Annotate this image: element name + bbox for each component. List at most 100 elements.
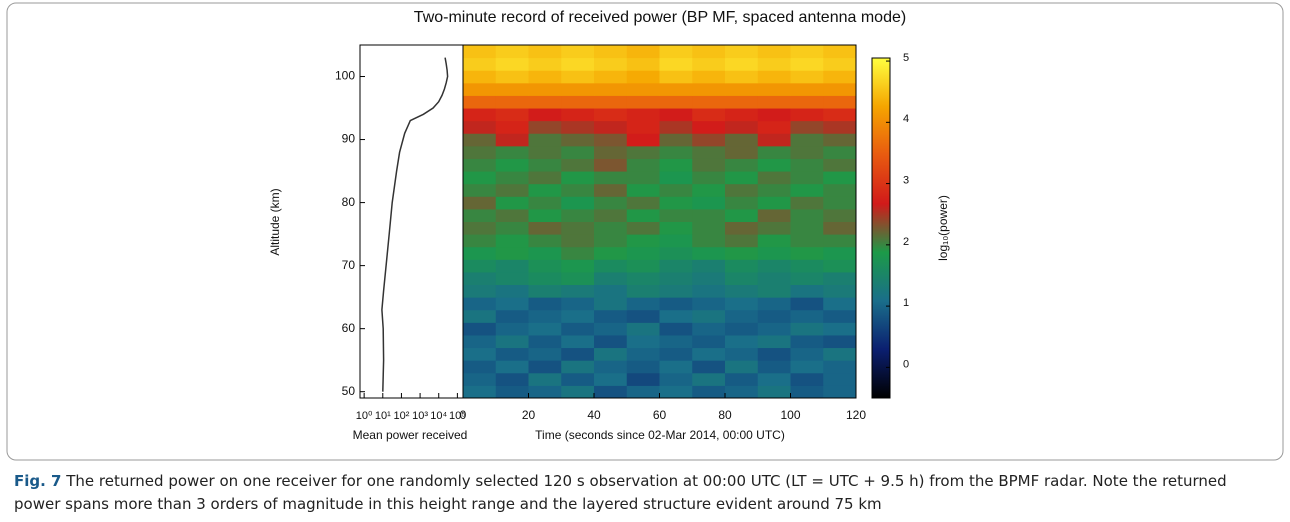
heatmap-cell [725, 120, 759, 134]
x-axis-label: Time (seconds since 02-Mar 2014, 00:00 U… [535, 428, 785, 442]
heatmap-cell [528, 183, 562, 197]
heatmap-cell [561, 284, 595, 298]
heatmap-cell [790, 372, 824, 386]
heatmap-cell [790, 385, 824, 399]
heatmap-cell [528, 196, 562, 210]
heatmap-cell [463, 334, 497, 349]
colorbar-tick-label: 5 [903, 52, 909, 64]
caption: Fig. 7 The returned power on one receive… [14, 470, 1244, 516]
heatmap-cell [659, 360, 693, 374]
heatmap-cell [659, 284, 693, 298]
heatmap-cell [790, 360, 824, 374]
heatmap-cell [692, 70, 726, 84]
caption-text: The returned power on one receiver for o… [14, 472, 1227, 513]
heatmap-cell [692, 171, 726, 185]
heatmap-cell [659, 334, 693, 349]
heatmap-cell [692, 82, 726, 96]
heatmap-cell [790, 309, 824, 323]
heatmap-cell [790, 158, 824, 172]
heatmap-cell [495, 297, 529, 311]
heatmap-cell [463, 360, 497, 374]
heatmap-cell [725, 334, 759, 349]
heatmap-cell [692, 347, 726, 361]
heatmap-cell [594, 120, 628, 134]
x-tick-label: 10⁰ [356, 410, 373, 422]
heatmap-cell [659, 145, 693, 159]
heatmap-cell [594, 322, 628, 336]
heatmap-cell [823, 284, 857, 298]
colorbar-tick-label: 1 [903, 297, 909, 309]
heatmap-cell [594, 234, 628, 248]
heatmap-cell [725, 372, 759, 386]
x-tick-label: 120 [846, 408, 866, 422]
heatmap-cell [692, 284, 726, 298]
heatmap-cell [692, 57, 726, 71]
heatmap-cell [659, 309, 693, 323]
heatmap-cell [495, 309, 529, 323]
heatmap-cell [594, 259, 628, 273]
heatmap-cell [561, 372, 595, 386]
heatmap-cell [626, 297, 660, 311]
heatmap-cell [757, 372, 791, 386]
x-tick-label: 60 [653, 408, 667, 422]
heatmap-cell [659, 372, 693, 386]
heatmap-cell [495, 183, 529, 197]
heatmap-cell [757, 82, 791, 96]
heatmap-cell [823, 82, 857, 96]
heatmap-cell [594, 171, 628, 185]
heatmap-cell [594, 221, 628, 235]
heatmap-cell [823, 145, 857, 159]
colorbar-tick-label: 4 [903, 113, 909, 125]
heatmap-cell [823, 385, 857, 399]
heatmap-cell [692, 95, 726, 109]
heatmap-cell [626, 372, 660, 386]
heatmap-cell [528, 234, 562, 248]
heatmap-cell [659, 133, 693, 147]
heatmap-cell [626, 45, 660, 59]
heatmap-cell [725, 271, 759, 286]
heatmap-cell [495, 385, 529, 399]
heatmap-cell [725, 259, 759, 273]
heatmap-cell [823, 183, 857, 197]
heatmap-cell [528, 171, 562, 185]
heatmap-cell [692, 259, 726, 273]
heatmap-cell [626, 271, 660, 286]
heatmap-cell [594, 196, 628, 210]
heatmap-cell [528, 120, 562, 134]
heatmap-cell [463, 259, 497, 273]
y-tick-label: 70 [342, 258, 356, 272]
heatmap-cell [626, 360, 660, 374]
chart-title: Two-minute record of received power (BP … [414, 9, 906, 26]
heatmap-cell [594, 271, 628, 286]
heatmap-cell [725, 322, 759, 336]
heatmap-cell [692, 234, 726, 248]
heatmap-cell [659, 82, 693, 96]
heatmap-cell [561, 45, 595, 59]
heatmap-cell [725, 221, 759, 235]
heatmap-cell [659, 183, 693, 197]
heatmap-cell [594, 246, 628, 260]
heatmap-cell [594, 45, 628, 59]
heatmap-cell [823, 221, 857, 235]
heatmap-cell [561, 322, 595, 336]
heatmap-cell [528, 158, 562, 172]
heatmap-cell [757, 208, 791, 222]
heatmap-cell [823, 297, 857, 311]
heatmap-cell [561, 309, 595, 323]
heatmap-cell [790, 284, 824, 298]
heatmap-cell [692, 246, 726, 260]
heatmap-cell [495, 234, 529, 248]
x-tick-label: 10⁵ [449, 410, 466, 422]
heatmap-cell [528, 57, 562, 71]
heatmap-cell [725, 95, 759, 109]
heatmap-cell [463, 309, 497, 323]
heatmap-cell [495, 246, 529, 260]
heatmap-cell [757, 322, 791, 336]
heatmap-cell [463, 271, 497, 286]
heatmap-cell [495, 70, 529, 84]
heatmap-cell [561, 171, 595, 185]
heatmap-cell [528, 284, 562, 298]
heatmap-cell [463, 45, 497, 59]
